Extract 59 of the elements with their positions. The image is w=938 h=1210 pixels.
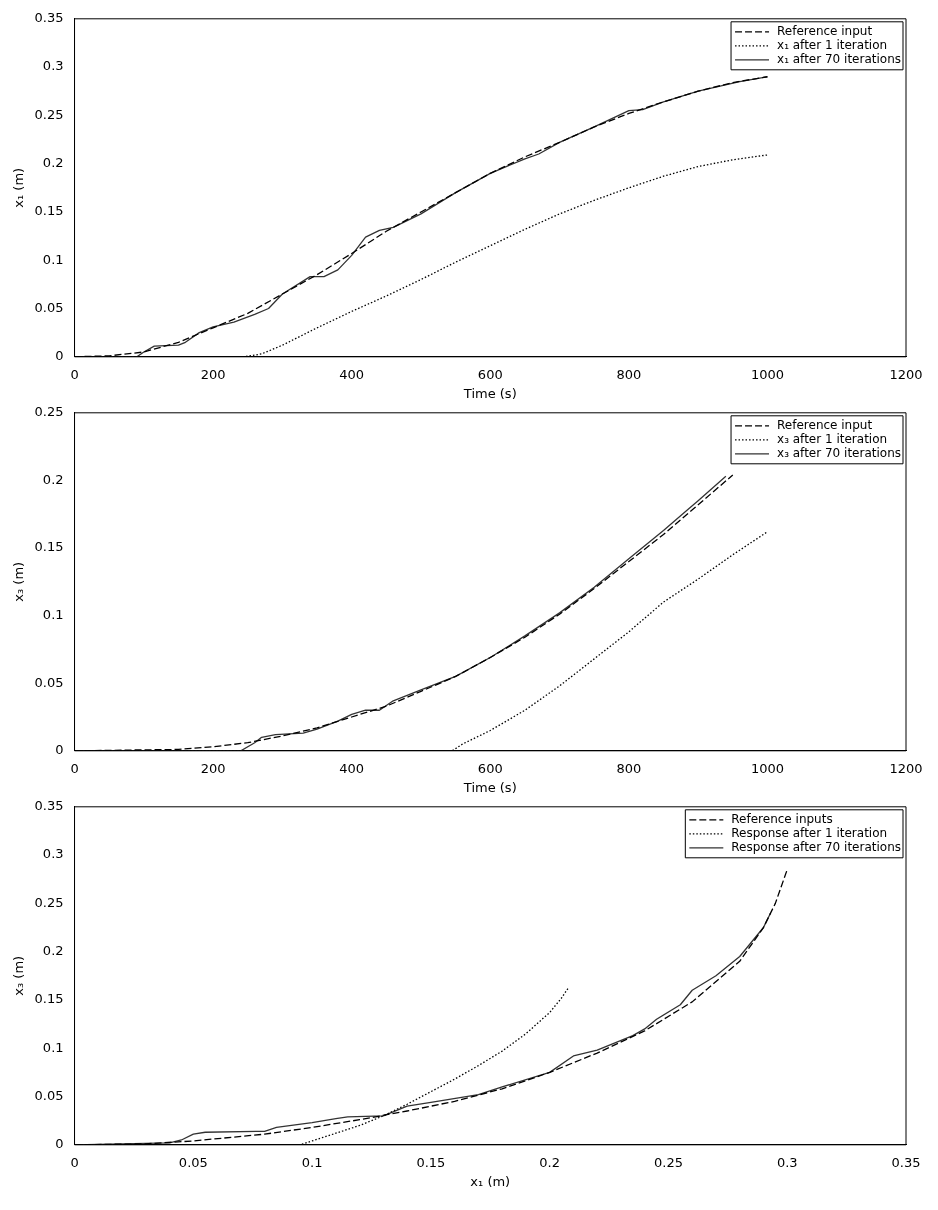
x-tick-label: 200: [200, 760, 226, 776]
x-tick-label: 1200: [889, 366, 923, 382]
x-tick-label: 1000: [750, 760, 784, 776]
y-tick-label: 0.15: [34, 991, 64, 1007]
y-tick-label: 0: [55, 742, 64, 758]
y-tick-label: 0.35: [34, 798, 64, 814]
legend-label: Response after 1 iteration: [731, 825, 888, 840]
x-axis-title: x₁ (m): [470, 1173, 511, 1189]
legend-label: x₃ after 70 iterations: [777, 445, 902, 460]
y-tick-label: 0.1: [42, 251, 64, 267]
x-tick-label: 200: [200, 366, 226, 382]
x-tick-label: 0.15: [416, 1154, 446, 1170]
x-tick-label: 600: [477, 760, 503, 776]
y-tick-label: 0.05: [34, 299, 64, 315]
legend-label: Reference input: [777, 417, 873, 432]
x-tick-label: 800: [616, 760, 642, 776]
y-tick-label: 0.15: [34, 539, 64, 555]
y-tick-label: 0: [55, 1136, 64, 1152]
x-tick-label: 0.2: [539, 1154, 561, 1170]
x-tick-label: 0.35: [891, 1154, 921, 1170]
y-tick-label: 0.05: [34, 1087, 64, 1103]
legend-label: Reference inputs: [731, 811, 833, 826]
y-tick-label: 0.35: [34, 10, 64, 26]
legend-label: x₁ after 70 iterations: [777, 51, 902, 66]
y-tick-label: 0.1: [42, 1039, 64, 1055]
y-tick-label: 0: [55, 348, 64, 364]
x-tick-label: 1200: [889, 760, 923, 776]
y-tick-label: 0.25: [34, 106, 64, 122]
x-tick-label: 1000: [750, 366, 784, 382]
x-tick-label: 0: [70, 760, 79, 776]
y-tick-label: 0.25: [34, 404, 64, 420]
x-axis-title: Time (s): [462, 385, 517, 401]
y-tick-label: 0.25: [34, 894, 64, 910]
y-tick-label: 0.3: [42, 58, 64, 74]
y-tick-label: 0.2: [42, 943, 64, 959]
x-tick-label: 800: [616, 366, 642, 382]
x-tick-label: 0: [70, 1154, 79, 1170]
legend-label: x₁ after 1 iteration: [777, 37, 888, 52]
x-tick-label: 400: [339, 760, 365, 776]
legend-label: Reference input: [777, 23, 873, 38]
legend-label: Response after 70 iterations: [731, 839, 902, 854]
x-axis-title: Time (s): [462, 779, 517, 795]
y-tick-label: 0.15: [34, 203, 64, 219]
x-tick-label: 400: [339, 366, 365, 382]
x-tick-label: 0: [70, 366, 79, 382]
y-axis-title: x₃ (m): [11, 561, 27, 602]
y-tick-label: 0.2: [42, 155, 64, 171]
y-tick-label: 0.1: [42, 606, 64, 622]
legend-label: x₃ after 1 iteration: [777, 431, 888, 446]
y-tick-label: 0.05: [34, 674, 64, 690]
y-axis-title: x₃ (m): [11, 955, 27, 996]
x-tick-label: 0.3: [776, 1154, 798, 1170]
y-axis-title: x₁ (m): [11, 167, 27, 208]
x-tick-label: 0.05: [178, 1154, 208, 1170]
x-tick-label: 0.25: [653, 1154, 683, 1170]
y-tick-label: 0.2: [42, 471, 64, 487]
x-tick-label: 0.1: [301, 1154, 323, 1170]
y-tick-label: 0.3: [42, 846, 64, 862]
x-tick-label: 600: [477, 366, 503, 382]
